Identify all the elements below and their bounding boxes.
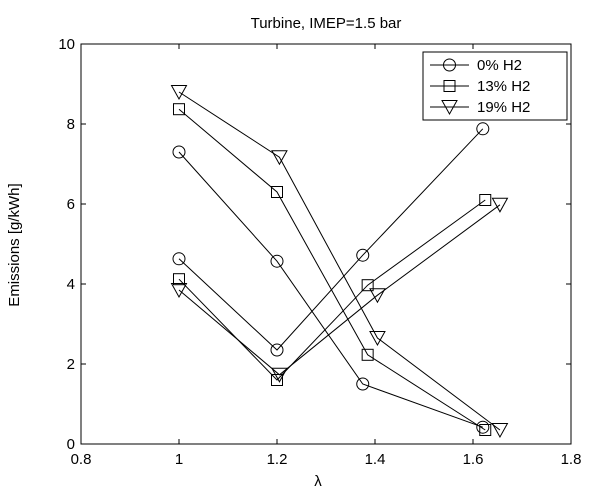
- data-point-circle: [356, 248, 370, 262]
- legend-label: 0% H2: [477, 57, 522, 74]
- legend-label: 13% H2: [477, 78, 530, 95]
- data-point-triangle-down: [369, 288, 386, 304]
- data-point-circle: [270, 343, 284, 357]
- y-tick-label: 10: [58, 36, 75, 53]
- data-point-circle: [476, 420, 490, 434]
- y-tick-label: 8: [67, 116, 75, 133]
- x-tick-label: 0.8: [71, 451, 92, 468]
- y-tick-label: 4: [67, 276, 75, 293]
- legend-marker-square: [443, 80, 456, 92]
- series-line-2-2: [178, 199, 486, 381]
- data-point-circle: [172, 252, 186, 266]
- series-line-1-2: [178, 128, 484, 351]
- data-point-triangle-down: [271, 150, 288, 166]
- chart-title: Turbine, IMEP=1.5 bar: [251, 15, 402, 32]
- data-point-square: [361, 348, 374, 361]
- legend-label: 19% H2: [477, 99, 530, 116]
- legend-marker-triangle-down: [441, 100, 458, 116]
- data-point-triangle-down: [170, 283, 188, 299]
- data-point-triangle-down: [170, 85, 188, 101]
- data-point-circle: [270, 254, 284, 268]
- x-tick-label: 1.8: [561, 451, 582, 468]
- data-point-circle: [172, 145, 186, 159]
- data-point-triangle-down: [271, 367, 288, 383]
- data-point-square: [173, 273, 185, 286]
- data-point-circle: [476, 122, 490, 136]
- x-axis-label: λ: [314, 473, 322, 490]
- x-tick-label: 1: [175, 451, 183, 468]
- data-point-square: [361, 279, 374, 292]
- data-point-triangle-down: [491, 197, 509, 213]
- data-point-square: [479, 424, 492, 436]
- x-tick-label: 1.6: [463, 451, 484, 468]
- data-point-circle: [356, 377, 370, 391]
- y-tick-label: 2: [67, 356, 75, 373]
- series-line-3-1: [178, 91, 501, 431]
- data-point-square: [173, 103, 185, 116]
- plot-frame: [80, 43, 572, 445]
- legend-marker-circle: [443, 58, 456, 72]
- legend: 0% H2 13% H2 19% H2: [422, 51, 568, 121]
- data-point-square: [271, 374, 283, 386]
- y-tick-label: 6: [67, 196, 75, 213]
- y-tick-label: 0: [67, 436, 75, 453]
- series-line-2-1: [178, 108, 486, 431]
- x-tick-label: 1.2: [267, 451, 288, 468]
- series-line-3-2: [178, 204, 501, 376]
- y-axis-label: Emissions [g/kWh]: [6, 183, 23, 306]
- plot-area: 0.8 1 1.2 1.4 1.6 1.8 0 2 4 6 8 10: [58, 36, 581, 468]
- data-point-square: [271, 186, 283, 198]
- x-tick-label: 1.4: [365, 451, 386, 468]
- series-line-1-1: [178, 151, 483, 428]
- data-point-square: [479, 194, 492, 206]
- data-point-triangle-down: [491, 423, 509, 439]
- data-point-triangle-down: [369, 331, 386, 347]
